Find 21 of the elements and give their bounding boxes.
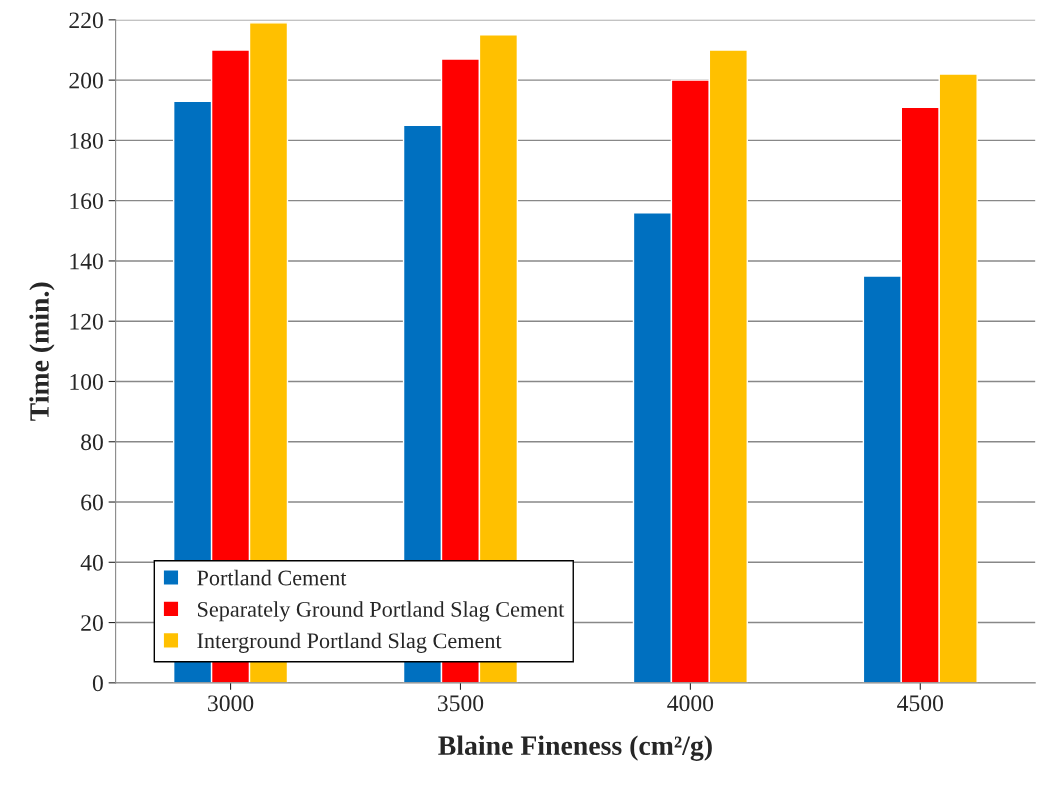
y-tick-label: 40: [80, 554, 103, 571]
y-tick-label: 20: [81, 615, 103, 631]
y-tick-label: 100: [70, 373, 103, 390]
y-tick-label: 60: [81, 494, 103, 511]
y-tick-label: 80: [81, 434, 103, 451]
y-tick-label: 140: [70, 253, 103, 270]
y-tick-label: 120: [70, 313, 103, 330]
legend-label: Portland Cement: [197, 569, 347, 586]
legend-label: Interground Portland Slag Cement: [197, 632, 502, 653]
y-tick-label: 220: [69, 12, 103, 29]
y-tick-label: 160: [70, 193, 103, 210]
legend-label: Separately Ground Portland Slag Cement: [198, 601, 565, 622]
x-tick-label: 3000: [208, 695, 254, 712]
x-tick-label: 3500: [437, 695, 484, 712]
x-tick-label: 4000: [667, 695, 714, 712]
y-axis-title: Time (min.): [29, 282, 55, 421]
y-tick-label: 180: [70, 132, 103, 149]
y-tick-label: 0: [92, 675, 103, 692]
x-axis-title: Blaine Fineness (cm²/g): [438, 735, 712, 761]
x-tick-label: 4500: [897, 695, 943, 712]
y-tick-label: 200: [69, 72, 103, 89]
